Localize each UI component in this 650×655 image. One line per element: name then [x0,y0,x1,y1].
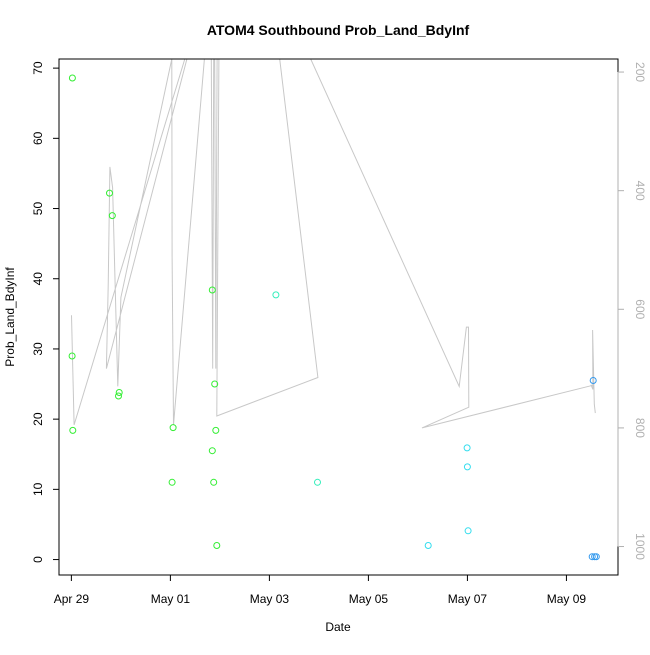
right-tick-label: 1000 [633,533,647,560]
right-tick-label: 800 [633,418,647,438]
right-tick-label: 400 [633,181,647,201]
right-tick-label: 200 [633,62,647,82]
y-tick-label: 70 [31,61,45,75]
right-tick-label: 600 [633,299,647,319]
data-point [463,444,471,452]
data-point [212,426,220,434]
y-tick-label: 0 [31,556,45,563]
y-tick-label: 50 [31,202,45,216]
data-point [208,286,216,294]
y-tick-label: 10 [31,482,45,496]
data-point [424,542,432,549]
data-point [208,447,216,455]
y-tick-label: 20 [31,412,45,426]
point-layer [68,74,600,561]
x-tick-label: May 05 [349,592,389,606]
data-point [69,426,77,434]
y-tick-label: 60 [31,131,45,145]
y-axis-label: Prob_Land_BdyInf [3,267,17,367]
data-point [463,463,471,471]
data-point [106,189,113,197]
data-point [592,553,600,561]
x-axis: Apr 29 May 01 May 03 May 05 May 07 May 09 [54,574,587,606]
data-point [168,478,176,486]
x-tick-label: May 03 [250,592,290,606]
x-tick-label: May 01 [151,592,191,606]
data-point [589,377,597,384]
y-tick-label: 40 [31,272,45,286]
data-point [211,380,219,388]
x-axis-label: Date [325,620,351,634]
data-point [115,392,122,400]
data-point [169,424,177,432]
y-tick-label: 30 [31,342,45,356]
x-tick-label: Apr 29 [54,592,90,606]
data-point [314,478,321,486]
data-point [588,553,596,561]
y-axis: 0 10 20 30 40 50 60 70 [31,61,60,563]
data-point [108,212,116,220]
data-point [464,527,472,535]
data-point [68,74,76,82]
data-point [68,352,76,360]
data-point [272,291,280,299]
data-point [213,542,221,549]
data-point [210,478,218,486]
x-tick-label: May 09 [547,592,587,606]
chart-title: ATOM4 Southbound Prob_Land_BdyInf [207,22,470,38]
data-point [115,389,123,396]
x-tick-label: May 07 [448,592,488,606]
y-axis-right: 200 400 600 800 1000 [617,62,647,560]
line-layer [71,59,596,429]
series-line [71,59,596,429]
